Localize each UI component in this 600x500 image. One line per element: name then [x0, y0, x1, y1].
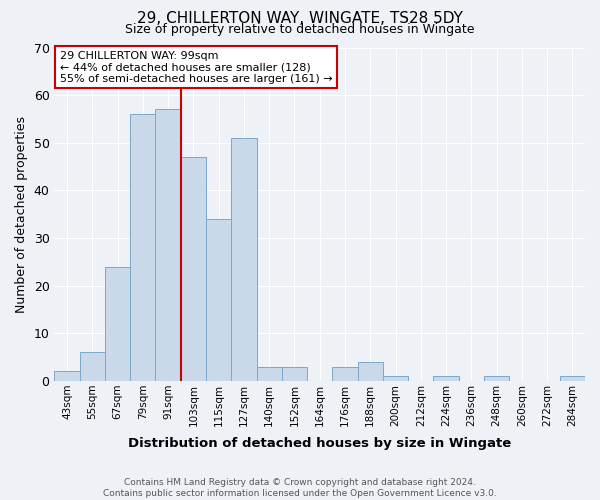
Bar [130, 114, 155, 381]
Y-axis label: Number of detached properties: Number of detached properties [15, 116, 28, 312]
Bar [155, 110, 181, 381]
Text: 29, CHILLERTON WAY, WINGATE, TS28 5DY: 29, CHILLERTON WAY, WINGATE, TS28 5DY [137, 11, 463, 26]
Bar [105, 266, 130, 381]
Bar [433, 376, 458, 381]
Bar [231, 138, 257, 381]
Bar [206, 219, 231, 381]
Text: Size of property relative to detached houses in Wingate: Size of property relative to detached ho… [125, 22, 475, 36]
Bar [257, 366, 282, 381]
Bar [484, 376, 509, 381]
Bar [181, 157, 206, 381]
Text: 29 CHILLERTON WAY: 99sqm
← 44% of detached houses are smaller (128)
55% of semi-: 29 CHILLERTON WAY: 99sqm ← 44% of detach… [60, 51, 332, 84]
Bar [282, 366, 307, 381]
Bar [383, 376, 408, 381]
Bar [358, 362, 383, 381]
X-axis label: Distribution of detached houses by size in Wingate: Distribution of detached houses by size … [128, 437, 511, 450]
Bar [560, 376, 585, 381]
Text: Contains HM Land Registry data © Crown copyright and database right 2024.
Contai: Contains HM Land Registry data © Crown c… [103, 478, 497, 498]
Bar [332, 366, 358, 381]
Bar [55, 372, 80, 381]
Bar [80, 352, 105, 381]
